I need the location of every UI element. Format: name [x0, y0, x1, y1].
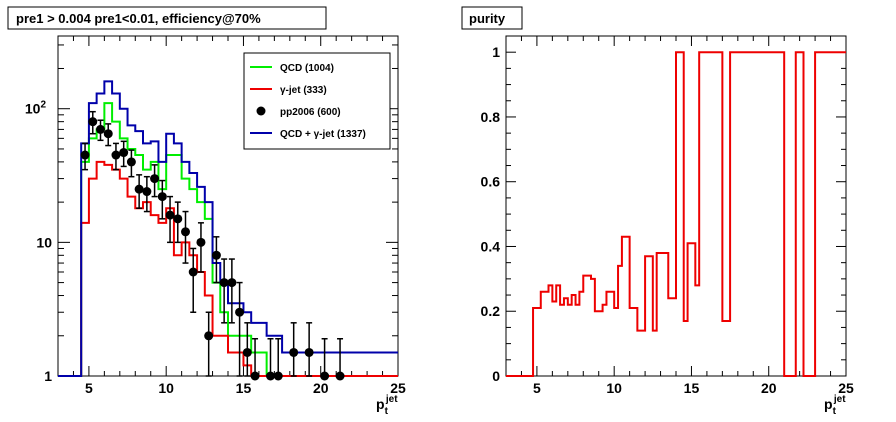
- right-ytick-label: 1: [492, 44, 500, 60]
- left-series-pp2006-600--point: [157, 192, 167, 202]
- left-series-pp2006-600--point: [204, 331, 214, 341]
- left-series-pp2006-600--point: [227, 278, 237, 288]
- left-series-pp2006-600--point: [289, 347, 299, 357]
- right-title-box: [461, 6, 523, 30]
- left-series-pp2006-600--point: [235, 307, 245, 317]
- right-xtick-label: 15: [684, 380, 700, 396]
- left-series-pp2006-600--point: [142, 187, 152, 197]
- left-series-pp2006-600--point: [80, 150, 90, 160]
- left-series-qcd-jet-1337--line: [58, 80, 398, 377]
- left-ytick-label: 102: [25, 100, 47, 117]
- right-series-purity-line: [506, 51, 846, 377]
- left-title: pre1 > 0.004 pre1<0.01, efficiency@70%: [16, 11, 261, 26]
- right-xaxis-label: ptjet: [824, 394, 846, 417]
- left-xtick-label: 10: [158, 380, 174, 396]
- left-xtick-label: 25: [390, 380, 406, 396]
- left-series-pp2006-600--point: [181, 227, 190, 237]
- left-series-pp2006-600--point: [304, 347, 314, 357]
- right-ytick-label: 0.8: [481, 109, 501, 125]
- left-xtick-label: 20: [313, 380, 329, 396]
- left-series-pp2006-600--point: [96, 124, 105, 134]
- left-series-pp2006-600--point: [150, 174, 160, 184]
- left-xaxis-label-sub: t: [385, 406, 389, 417]
- left-series-pp2006-600--point: [134, 184, 144, 194]
- left-series-pp2006-600--point: [242, 347, 252, 357]
- left-ytick-label: 1: [44, 368, 52, 384]
- right-ytick-label: 0: [492, 368, 500, 384]
- left-series-pp2006-600--point: [273, 371, 283, 381]
- left-series-pp2006-600--point: [111, 150, 121, 160]
- left-series-pp2006-600--point: [211, 250, 221, 260]
- left-xtick-label: 5: [85, 380, 93, 396]
- left-series-pp2006-600--point: [173, 214, 183, 224]
- left-series-pp2006-600--point: [219, 278, 229, 288]
- left-series-pp2006-600--point: [188, 267, 198, 277]
- left-plot-content: 5 10 15 20 25 1 10 102: [25, 36, 406, 396]
- left-xaxis-label-main: p: [376, 396, 385, 412]
- right-xaxis-label-main: p: [824, 396, 833, 412]
- left-xaxis-label: ptjet: [376, 394, 398, 417]
- legend-swatch-marker: [256, 106, 266, 116]
- right-ytick-label: 0.4: [481, 238, 501, 254]
- right-xtick-label: 5: [533, 380, 541, 396]
- right-ytick-label: 0.2: [481, 303, 501, 319]
- left-series-pp2006-600--point: [126, 157, 136, 167]
- right-xtick-label: 20: [761, 380, 777, 396]
- right-xtick-label: 25: [838, 380, 854, 396]
- legend-label: pp2006 (600): [280, 107, 341, 118]
- left-xtick-label: 15: [236, 380, 252, 396]
- panel-left-efficiency: pre1 > 0.004 pre1<0.01, efficiency@70% 5…: [7, 6, 406, 417]
- left-xaxis-label-sup: jet: [385, 394, 398, 405]
- right-xaxis-label-sub: t: [833, 406, 837, 417]
- right-title: purity: [469, 11, 506, 26]
- left-series-pp2006-600--point: [196, 237, 206, 247]
- left-series-pp2006-600--point: [165, 210, 175, 220]
- left-ytick-label: 10: [36, 234, 52, 250]
- legend-label: QCD (1004): [280, 63, 334, 74]
- legend-label: QCD + γ-jet (1337): [280, 129, 366, 140]
- panel-right-purity: purity 5 10 15 20 25 0 0.2 0.4 0.6 0.8 1 ptjet: [461, 6, 854, 417]
- left-legend: QCD (1004) γ-jet (333) pp2006 (600) QCD + γ…: [243, 52, 391, 150]
- left-series-pp2006-600--point: [88, 117, 98, 127]
- right-ytick-label: 0.6: [481, 174, 501, 190]
- right-xtick-label: 10: [606, 380, 622, 396]
- left-series-pp2006-600--point: [335, 371, 345, 381]
- left-series-pp2006-600--point: [250, 371, 260, 381]
- right-xaxis-label-sup: jet: [833, 394, 846, 405]
- left-series-pp2006-600--point: [119, 148, 129, 158]
- left-series-pp2006-600--point: [103, 129, 113, 139]
- right-plot-content: 5 10 15 20 25 0 0.2 0.4 0.6 0.8 1: [481, 36, 854, 396]
- left-series-pp2006-600--point: [320, 371, 330, 381]
- legend-label: γ-jet (333): [280, 85, 327, 96]
- left-series--jet-333--line: [58, 160, 398, 377]
- legend-box: [243, 52, 391, 150]
- left-title-box: [7, 6, 327, 30]
- left-series-pp2006-600--point: [266, 371, 275, 381]
